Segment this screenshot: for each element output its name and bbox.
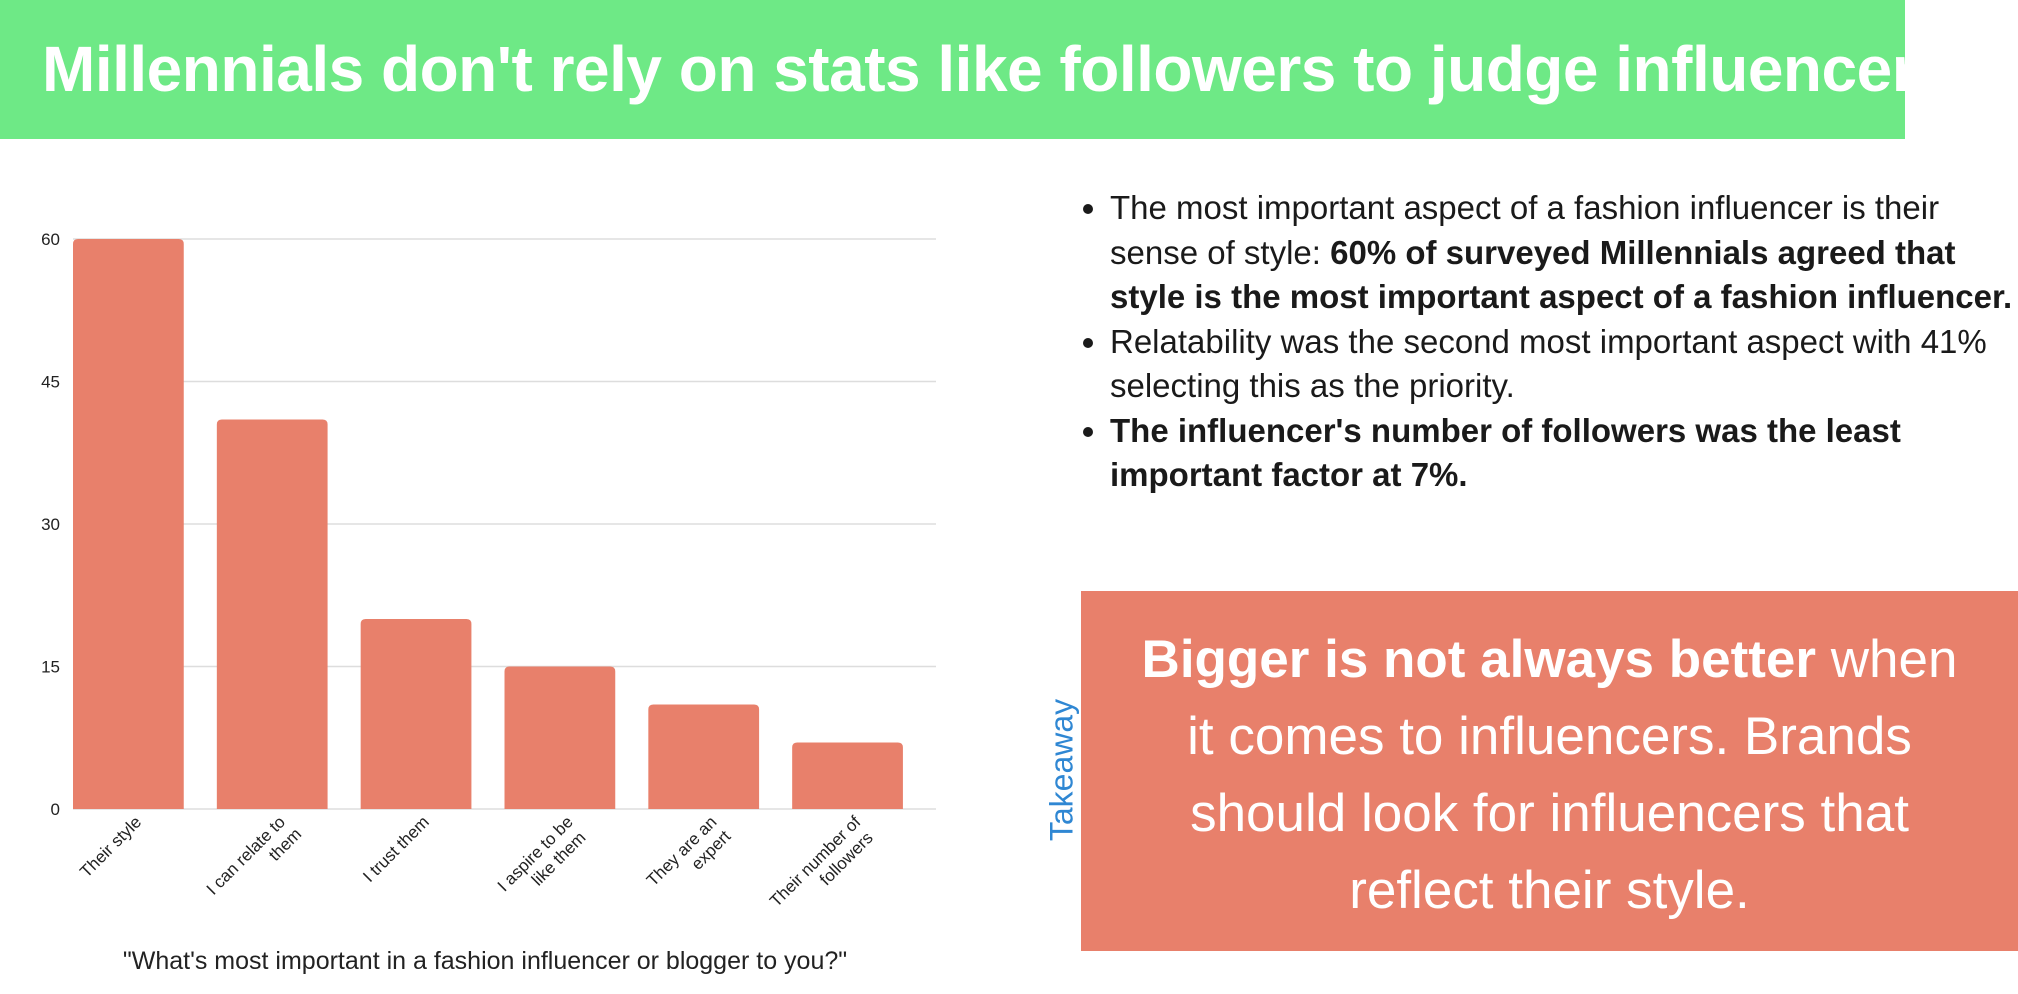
y-tick-label: 0: [51, 800, 60, 819]
insight-1-bold-text: 60% of surveyed Millennials agreed that …: [1110, 233, 2013, 316]
bar-5: [648, 704, 760, 809]
x-tick-label: They are anexpert: [643, 812, 735, 904]
title-banner: Millennials don't rely on stats like fol…: [0, 0, 1952, 139]
takeaway-box: Bigger is not always better when it come…: [1081, 591, 2018, 951]
takeaway-rest-text: when it comes to influencers. Brands sho…: [1187, 630, 1958, 920]
bar-4: [504, 666, 616, 809]
insight-item-1: The most important aspect of a fashion i…: [1110, 186, 2018, 320]
insight-item-2: Relatability was the second most importa…: [1110, 320, 2018, 409]
insight-1-text: The most important aspect of a fashion i…: [1110, 189, 1940, 271]
x-tick-label: I aspire to belike them: [494, 812, 591, 909]
bar-3: [360, 619, 472, 809]
y-tick-label: 45: [41, 373, 60, 392]
insight-3-bold-text: The influencer's number of followers was…: [1110, 411, 1901, 494]
bar-2: [216, 419, 328, 809]
bar-6: [792, 742, 903, 809]
insight-2-text: Relatability was the second most importa…: [1110, 322, 1987, 405]
x-tick-label: I can relate tothem: [203, 810, 305, 912]
y-tick-label: 15: [41, 658, 60, 677]
x-tick-label: Their style: [76, 812, 145, 881]
page-title: Millennials don't rely on stats like fol…: [42, 33, 1952, 105]
bar-1: [73, 239, 184, 809]
bar-chart: 0 15 30 45 60 Their style I can relate tothem I…: [41, 230, 936, 975]
x-tick-label: I trust them: [359, 812, 433, 886]
insight-list: The most important aspect of a fashion i…: [1078, 186, 2018, 498]
y-tick-label: 60: [41, 230, 60, 249]
x-tick-label: Their number offollowers: [766, 812, 879, 925]
y-tick-label: 30: [41, 515, 60, 534]
x-axis-label: "What's most important in a fashion infl…: [123, 947, 847, 975]
takeaway-bold-text: Bigger is not always better: [1141, 630, 1817, 689]
insight-item-3: The influencer's number of followers was…: [1110, 409, 2018, 498]
takeaway-label: Takeaway: [1043, 698, 1080, 842]
